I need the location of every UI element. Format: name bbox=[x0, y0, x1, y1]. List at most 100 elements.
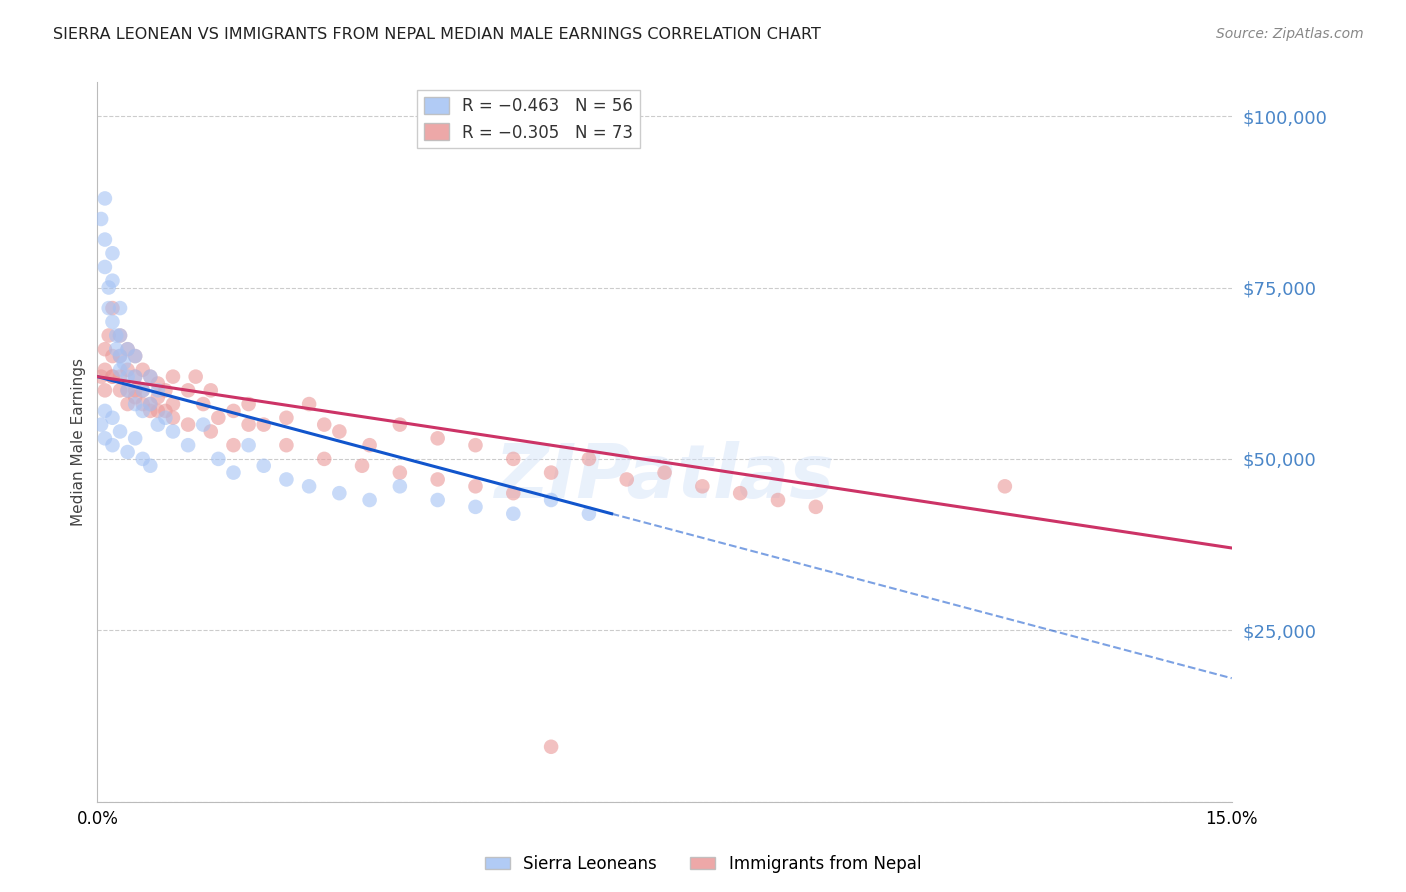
Point bbox=[132, 404, 155, 418]
Point bbox=[253, 417, 276, 432]
Point bbox=[124, 384, 146, 398]
Point bbox=[108, 349, 131, 363]
Point bbox=[94, 260, 117, 274]
Point bbox=[155, 384, 177, 398]
Point bbox=[108, 328, 131, 343]
Point bbox=[155, 410, 177, 425]
Point bbox=[90, 212, 112, 227]
Point bbox=[101, 274, 124, 288]
Point bbox=[298, 479, 321, 493]
Point bbox=[359, 493, 381, 508]
Point bbox=[994, 479, 1017, 493]
Point bbox=[502, 451, 524, 466]
Point bbox=[146, 417, 169, 432]
Point bbox=[193, 417, 215, 432]
Point bbox=[314, 417, 336, 432]
Point bbox=[314, 451, 336, 466]
Point bbox=[117, 445, 139, 459]
Point bbox=[388, 466, 411, 480]
Point bbox=[359, 438, 381, 452]
Point bbox=[540, 739, 562, 754]
Point bbox=[464, 500, 486, 514]
Point bbox=[101, 349, 124, 363]
Point bbox=[90, 417, 112, 432]
Point bbox=[193, 397, 215, 411]
Point bbox=[101, 246, 124, 260]
Point bbox=[502, 507, 524, 521]
Point bbox=[692, 479, 714, 493]
Point bbox=[146, 404, 169, 418]
Point bbox=[132, 384, 155, 398]
Point bbox=[117, 384, 139, 398]
Point bbox=[132, 384, 155, 398]
Y-axis label: Median Male Earnings: Median Male Earnings bbox=[72, 358, 86, 525]
Point bbox=[207, 451, 229, 466]
Point bbox=[132, 451, 155, 466]
Point bbox=[222, 438, 245, 452]
Point bbox=[108, 349, 131, 363]
Point bbox=[162, 369, 184, 384]
Point bbox=[177, 417, 200, 432]
Point bbox=[207, 410, 229, 425]
Point bbox=[766, 493, 789, 508]
Point bbox=[97, 301, 120, 315]
Point bbox=[124, 349, 146, 363]
Point bbox=[426, 431, 449, 445]
Text: ZIPatlas: ZIPatlas bbox=[495, 442, 835, 515]
Point bbox=[350, 458, 373, 473]
Point bbox=[184, 369, 207, 384]
Point bbox=[124, 369, 146, 384]
Point bbox=[139, 458, 162, 473]
Point bbox=[578, 451, 600, 466]
Point bbox=[101, 301, 124, 315]
Point bbox=[276, 438, 298, 452]
Point bbox=[139, 397, 162, 411]
Point bbox=[464, 479, 486, 493]
Point bbox=[108, 301, 131, 315]
Point bbox=[146, 390, 169, 404]
Point bbox=[276, 473, 298, 487]
Point bbox=[117, 384, 139, 398]
Point bbox=[804, 500, 827, 514]
Point bbox=[101, 315, 124, 329]
Text: SIERRA LEONEAN VS IMMIGRANTS FROM NEPAL MEDIAN MALE EARNINGS CORRELATION CHART: SIERRA LEONEAN VS IMMIGRANTS FROM NEPAL … bbox=[53, 27, 821, 42]
Point bbox=[139, 369, 162, 384]
Point bbox=[328, 486, 350, 500]
Point bbox=[222, 404, 245, 418]
Point bbox=[108, 384, 131, 398]
Point bbox=[146, 376, 169, 391]
Point bbox=[654, 466, 676, 480]
Point bbox=[108, 425, 131, 439]
Point bbox=[426, 493, 449, 508]
Point bbox=[124, 397, 146, 411]
Point bbox=[117, 397, 139, 411]
Point bbox=[464, 438, 486, 452]
Point bbox=[540, 466, 562, 480]
Point bbox=[105, 328, 128, 343]
Point bbox=[155, 404, 177, 418]
Point bbox=[94, 343, 117, 357]
Point bbox=[139, 369, 162, 384]
Legend: R = −0.463   N = 56, R = −0.305   N = 73: R = −0.463 N = 56, R = −0.305 N = 73 bbox=[418, 90, 640, 148]
Point bbox=[388, 417, 411, 432]
Point bbox=[108, 328, 131, 343]
Point bbox=[540, 493, 562, 508]
Point bbox=[253, 458, 276, 473]
Point bbox=[132, 397, 155, 411]
Point bbox=[124, 431, 146, 445]
Point bbox=[94, 431, 117, 445]
Point bbox=[578, 507, 600, 521]
Point bbox=[94, 191, 117, 205]
Point bbox=[139, 404, 162, 418]
Point bbox=[426, 473, 449, 487]
Point bbox=[124, 390, 146, 404]
Point bbox=[238, 438, 260, 452]
Point bbox=[108, 363, 131, 377]
Point bbox=[162, 397, 184, 411]
Point bbox=[388, 479, 411, 493]
Point bbox=[117, 363, 139, 377]
Point bbox=[132, 363, 155, 377]
Point bbox=[117, 343, 139, 357]
Point bbox=[276, 410, 298, 425]
Point bbox=[728, 486, 751, 500]
